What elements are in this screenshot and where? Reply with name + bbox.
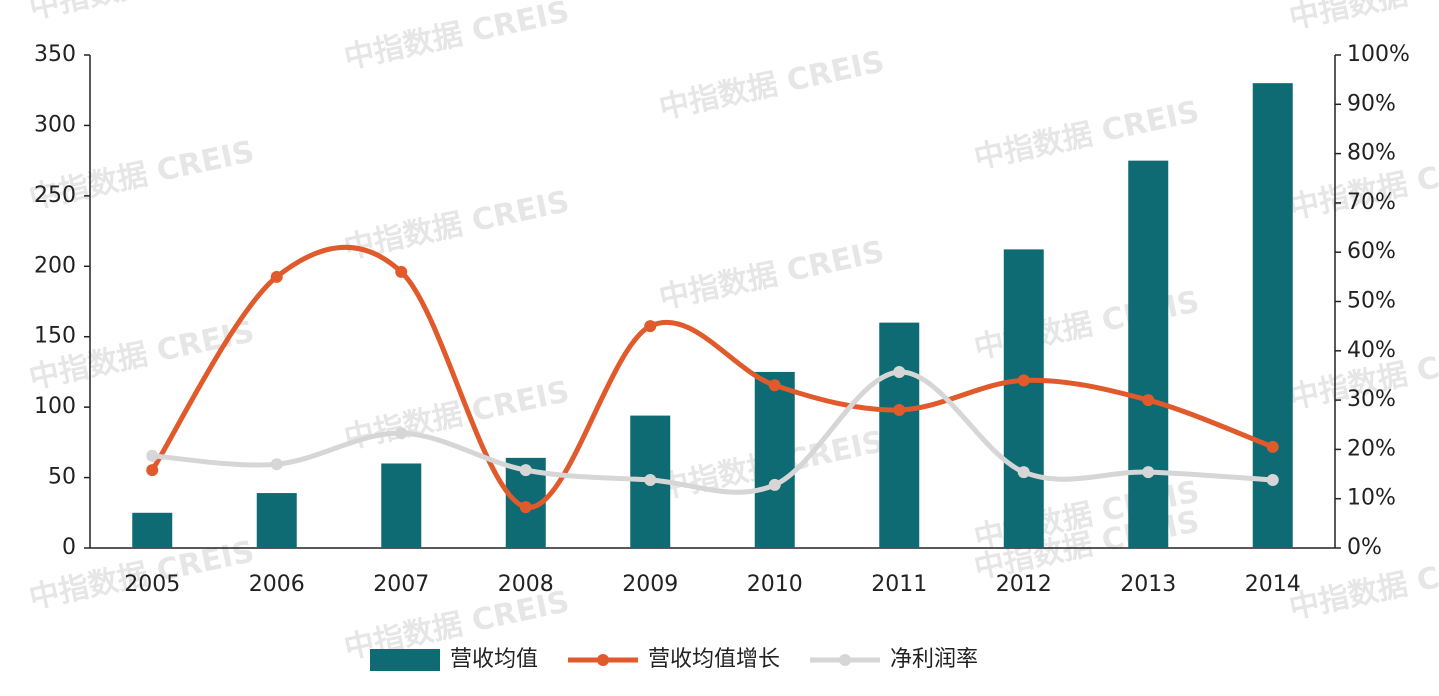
y-tick-label: 50 bbox=[48, 465, 76, 490]
line-marker bbox=[1142, 466, 1155, 479]
y-tick-label: 0 bbox=[62, 535, 76, 560]
line-marker bbox=[519, 501, 532, 514]
legend-swatch bbox=[839, 654, 852, 666]
line-marker bbox=[644, 473, 657, 486]
legend-swatch bbox=[597, 654, 610, 666]
bar bbox=[1252, 83, 1293, 549]
y2-tick-label: 60% bbox=[1347, 239, 1396, 264]
y2-tick-label: 10% bbox=[1347, 486, 1396, 511]
line-marker bbox=[1017, 466, 1030, 479]
y-tick-label: 250 bbox=[34, 183, 76, 208]
line-marker bbox=[768, 478, 781, 491]
legend-label: 净利润率 bbox=[890, 647, 978, 672]
y2-tick-label: 30% bbox=[1347, 387, 1396, 412]
bar bbox=[256, 493, 297, 548]
y-tick-label: 150 bbox=[34, 324, 76, 349]
bar bbox=[1003, 249, 1044, 548]
y2-tick-label: 20% bbox=[1347, 436, 1396, 461]
watermark: 中指数据 CREIS bbox=[341, 0, 572, 76]
y2-tick-label: 70% bbox=[1347, 190, 1396, 215]
legend-label: 营收均值 bbox=[450, 647, 538, 672]
y2-tick-label: 0% bbox=[1347, 535, 1382, 560]
x-tick-label: 2011 bbox=[871, 572, 927, 597]
line-marker bbox=[644, 320, 657, 333]
y2-tick-label: 50% bbox=[1347, 289, 1396, 314]
line-marker bbox=[893, 403, 906, 416]
line-marker bbox=[893, 365, 906, 378]
line-marker bbox=[270, 458, 283, 471]
line-marker bbox=[1266, 440, 1279, 453]
y-tick-label: 100 bbox=[34, 394, 76, 419]
line-marker bbox=[395, 265, 408, 278]
x-tick-label: 2012 bbox=[996, 572, 1052, 597]
watermark: 中指数据 CREIS bbox=[26, 0, 257, 26]
line-marker bbox=[1142, 394, 1155, 407]
y-tick-label: 350 bbox=[34, 42, 76, 67]
watermark: 中指数据 CREIS bbox=[656, 44, 887, 126]
line-marker bbox=[519, 464, 532, 477]
y2-tick-label: 40% bbox=[1347, 338, 1396, 363]
x-tick-label: 2006 bbox=[249, 572, 305, 597]
line-marker bbox=[768, 379, 781, 392]
x-tick-label: 2005 bbox=[124, 572, 180, 597]
x-tick-label: 2014 bbox=[1245, 572, 1301, 597]
legend-label: 营收均值增长 bbox=[648, 647, 780, 672]
bar bbox=[754, 371, 795, 548]
line-marker bbox=[270, 270, 283, 283]
legend-swatch bbox=[370, 649, 440, 671]
watermark: 中指数据 CREIS bbox=[656, 234, 887, 316]
y2-tick-label: 100% bbox=[1347, 42, 1410, 67]
y-tick-label: 300 bbox=[34, 112, 76, 137]
line-marker bbox=[395, 427, 408, 440]
x-tick-label: 2010 bbox=[747, 572, 803, 597]
x-tick-label: 2013 bbox=[1120, 572, 1176, 597]
y2-tick-label: 90% bbox=[1347, 91, 1396, 116]
watermark: 中指数据 CREIS bbox=[1286, 0, 1439, 36]
bar bbox=[1128, 160, 1169, 548]
x-tick-label: 2009 bbox=[622, 572, 678, 597]
line bbox=[152, 369, 1273, 495]
bar bbox=[879, 322, 920, 548]
bar bbox=[132, 512, 173, 548]
y2-tick-label: 80% bbox=[1347, 141, 1396, 166]
x-tick-label: 2007 bbox=[373, 572, 429, 597]
line-marker bbox=[1017, 374, 1030, 387]
line-marker bbox=[146, 449, 159, 462]
line-marker bbox=[1266, 473, 1279, 486]
line-marker bbox=[146, 464, 159, 477]
bar bbox=[381, 463, 422, 548]
y-tick-label: 200 bbox=[34, 253, 76, 278]
x-tick-label: 2008 bbox=[498, 572, 554, 597]
